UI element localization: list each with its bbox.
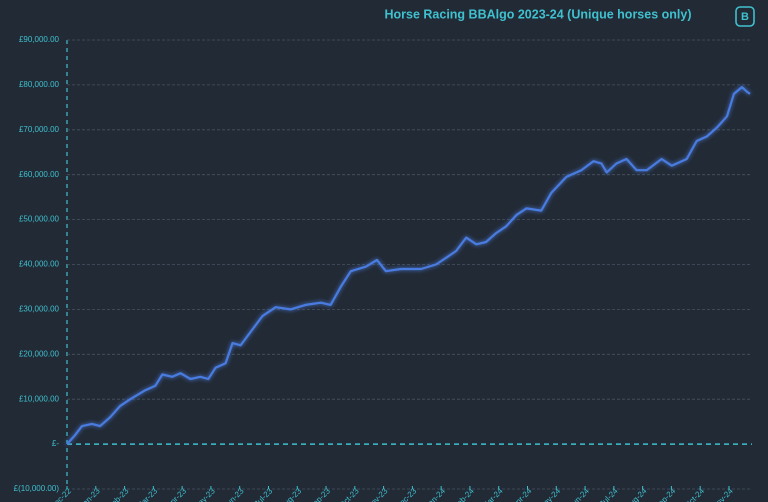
y-tick-label: £10,000.00: [19, 394, 60, 403]
x-tick-label: Jan-23: [78, 486, 102, 502]
logo: B: [735, 6, 755, 27]
x-tick-label: Mar-24: [480, 486, 505, 502]
x-tick-label: Nov-24: [710, 486, 735, 502]
x-tick-label: Dec-23: [394, 486, 419, 502]
line-series: [66, 86, 751, 445]
y-tick-label: £(10,000.00): [14, 484, 60, 493]
x-tick-label: May-24: [537, 486, 563, 502]
y-tick-label: £20,000.00: [19, 349, 60, 358]
x-tick-label: Mar-23: [135, 486, 160, 502]
x-tick-label: Oct-23: [337, 486, 361, 502]
y-tick-label: £80,000.00: [19, 80, 60, 89]
x-tick-label: May-23: [192, 486, 218, 502]
y-tick-label: £50,000.00: [19, 215, 60, 224]
x-tick-label: Oct-24: [683, 486, 707, 502]
x-tick-label: Feb-24: [452, 486, 477, 502]
x-tick-label: Nov-23: [365, 486, 390, 502]
x-tick-label: Jan-24: [423, 486, 447, 502]
y-tick-label: £60,000.00: [19, 170, 60, 179]
y-tick-label: £70,000.00: [19, 125, 60, 134]
x-tick-label: Aug-23: [279, 486, 304, 502]
y-tick-label: £40,000.00: [19, 260, 60, 269]
x-tick-label: Apr-24: [510, 486, 534, 502]
x-tick-label: Jun-23: [222, 486, 246, 502]
x-tick-label: Jul-24: [598, 486, 620, 502]
y-tick-label: £-: [52, 439, 59, 448]
svg-text:B: B: [741, 11, 749, 23]
x-tick-label: Sep-23: [307, 486, 332, 502]
x-tick-label: Apr-23: [165, 486, 189, 502]
y-tick-label: £30,000.00: [19, 305, 60, 314]
x-tick-label: Aug-24: [624, 486, 649, 502]
chart-title: Horse Racing BBAlgo 2023-24 (Unique hors…: [384, 7, 691, 21]
x-tick-label: Feb-23: [106, 486, 131, 502]
x-tick-label: Jul-23: [253, 486, 275, 502]
y-tick-label: £90,000.00: [19, 35, 60, 44]
x-tick-label: Jun-24: [567, 486, 591, 502]
x-tick-label: Sep-24: [653, 486, 678, 502]
